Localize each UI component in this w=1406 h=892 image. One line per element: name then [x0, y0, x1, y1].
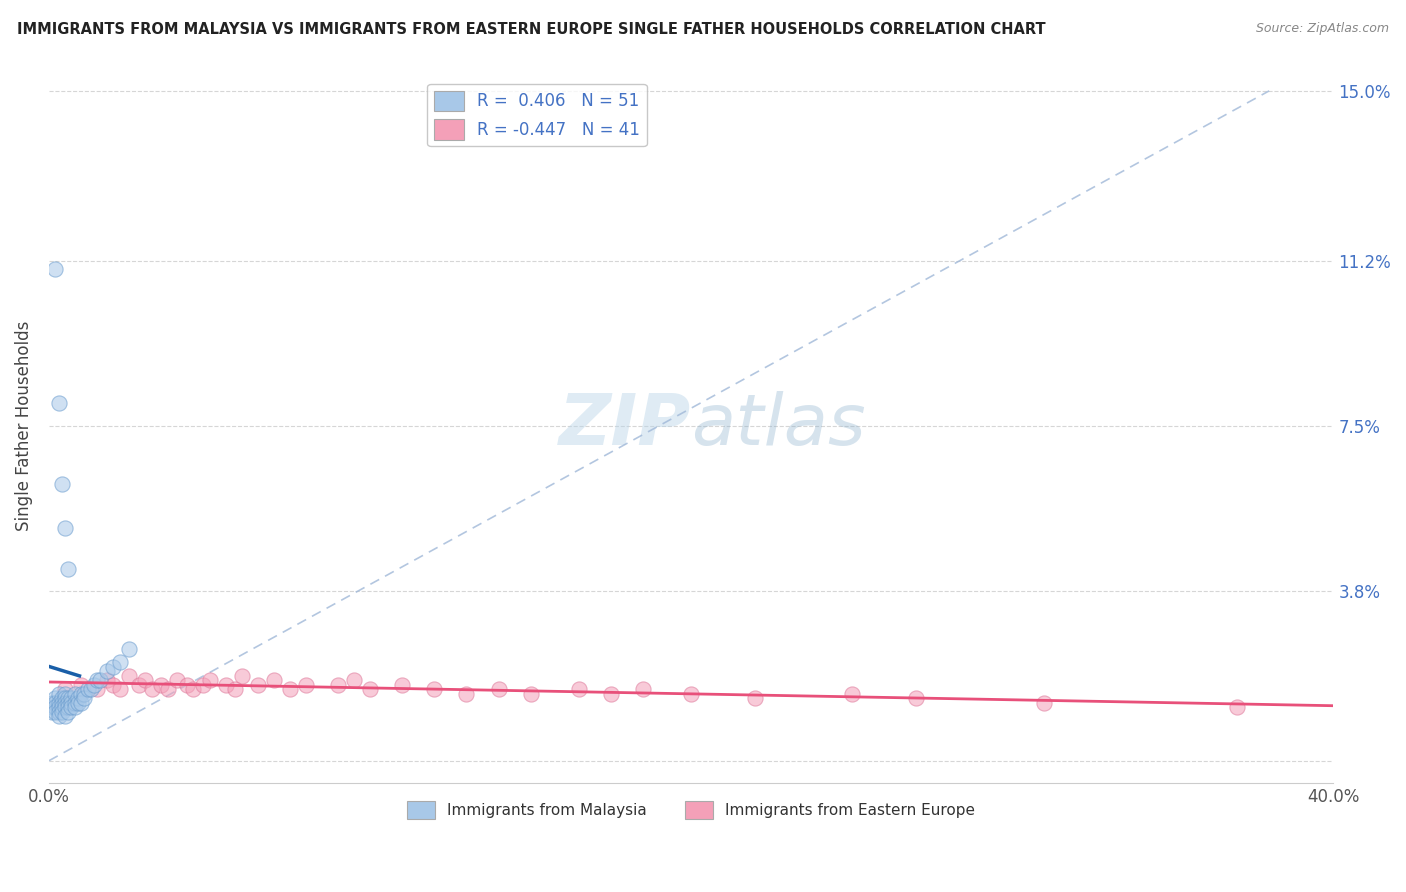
Point	[96, 665, 118, 679]
Point	[80, 682, 103, 697]
Point	[176, 678, 198, 692]
Point	[156, 682, 179, 697]
Point	[1226, 700, 1249, 714]
Point	[51, 705, 73, 719]
Point	[51, 691, 73, 706]
Point	[76, 682, 98, 697]
Point	[53, 682, 76, 697]
Point	[58, 562, 80, 576]
Point	[73, 691, 96, 706]
Text: atlas: atlas	[692, 392, 866, 460]
Point	[599, 687, 621, 701]
Point	[904, 691, 927, 706]
Point	[44, 705, 66, 719]
Point	[96, 673, 118, 688]
Point	[58, 705, 80, 719]
Point	[51, 476, 73, 491]
Point	[391, 678, 413, 692]
Point	[568, 682, 591, 697]
Point	[246, 678, 269, 692]
Point	[60, 691, 83, 706]
Point	[44, 691, 66, 706]
Point	[58, 700, 80, 714]
Point	[44, 700, 66, 714]
Point	[48, 396, 70, 410]
Point	[73, 687, 96, 701]
Point	[103, 678, 125, 692]
Point	[86, 673, 108, 688]
Point	[278, 682, 301, 697]
Point	[44, 262, 66, 277]
Text: ZIP: ZIP	[560, 392, 692, 460]
Point	[53, 691, 76, 706]
Point	[150, 678, 173, 692]
Point	[58, 691, 80, 706]
Legend: Immigrants from Malaysia, Immigrants from Eastern Europe: Immigrants from Malaysia, Immigrants fro…	[401, 795, 981, 825]
Point	[60, 696, 83, 710]
Point	[343, 673, 366, 688]
Point	[263, 673, 285, 688]
Point	[63, 687, 86, 701]
Point	[53, 709, 76, 723]
Point	[86, 682, 108, 697]
Point	[166, 673, 188, 688]
Point	[108, 682, 131, 697]
Point	[41, 705, 63, 719]
Point	[118, 669, 141, 683]
Point	[295, 678, 318, 692]
Point	[103, 660, 125, 674]
Point	[51, 696, 73, 710]
Point	[214, 678, 236, 692]
Point	[134, 673, 156, 688]
Point	[63, 700, 86, 714]
Point	[53, 696, 76, 710]
Point	[191, 678, 214, 692]
Point	[41, 696, 63, 710]
Point	[681, 687, 703, 701]
Point	[359, 682, 381, 697]
Point	[58, 696, 80, 710]
Text: IMMIGRANTS FROM MALAYSIA VS IMMIGRANTS FROM EASTERN EUROPE SINGLE FATHER HOUSEHO: IMMIGRANTS FROM MALAYSIA VS IMMIGRANTS F…	[17, 22, 1046, 37]
Point	[128, 678, 150, 692]
Point	[423, 682, 446, 697]
Point	[108, 656, 131, 670]
Point	[44, 696, 66, 710]
Point	[53, 521, 76, 535]
Point	[53, 687, 76, 701]
Point	[631, 682, 654, 697]
Point	[48, 709, 70, 723]
Point	[89, 673, 111, 688]
Point	[183, 682, 205, 697]
Point	[1033, 696, 1056, 710]
Y-axis label: Single Father Households: Single Father Households	[15, 320, 32, 531]
Point	[51, 700, 73, 714]
Point	[83, 678, 105, 692]
Point	[231, 669, 253, 683]
Point	[224, 682, 246, 697]
Point	[744, 691, 766, 706]
Point	[63, 696, 86, 710]
Point	[519, 687, 541, 701]
Point	[326, 678, 349, 692]
Point	[48, 687, 70, 701]
Point	[41, 700, 63, 714]
Point	[70, 687, 93, 701]
Point	[198, 673, 221, 688]
Point	[488, 682, 510, 697]
Point	[48, 705, 70, 719]
Point	[456, 687, 478, 701]
Point	[60, 700, 83, 714]
Point	[70, 696, 93, 710]
Text: Source: ZipAtlas.com: Source: ZipAtlas.com	[1256, 22, 1389, 36]
Point	[48, 700, 70, 714]
Point	[48, 696, 70, 710]
Point	[66, 691, 89, 706]
Point	[118, 642, 141, 657]
Point	[70, 678, 93, 692]
Point	[53, 700, 76, 714]
Point	[66, 696, 89, 710]
Point	[141, 682, 163, 697]
Point	[841, 687, 863, 701]
